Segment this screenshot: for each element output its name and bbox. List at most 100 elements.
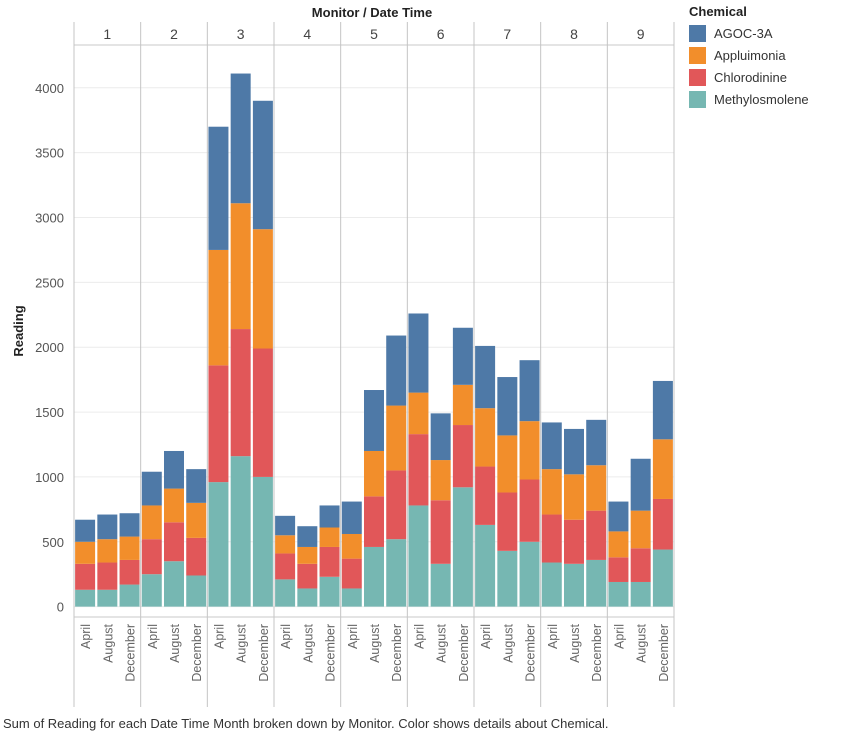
legend-label-methylosmolene: Methylosmolene [714, 91, 809, 107]
bar-segment-agoc-3a [541, 422, 562, 470]
bar-segment-methylosmolene [541, 562, 562, 607]
bar-segment-appluimonia [75, 541, 96, 564]
bar-segment-chlorodinine [141, 539, 162, 575]
bar-segment-agoc-3a [319, 505, 340, 528]
x-tick-label: December [524, 624, 538, 682]
x-tick-label: August [635, 623, 649, 662]
x-tick-label: August [568, 623, 582, 662]
legend-swatch-methylosmolene [689, 90, 706, 108]
panel-label: 4 [303, 26, 311, 42]
bar-segment-agoc-3a [297, 526, 318, 547]
bar-segment-appluimonia [186, 502, 207, 538]
bar-segment-appluimonia [230, 203, 251, 330]
bar-segment-agoc-3a [386, 335, 407, 406]
bar-segment-appluimonia [430, 460, 451, 501]
bar-segment-methylosmolene [164, 561, 184, 607]
bar-segment-appluimonia [652, 439, 673, 499]
bar-segment-methylosmolene [430, 563, 451, 607]
bar-segment-appluimonia [608, 531, 629, 558]
x-tick-label: August [235, 623, 249, 662]
bar-segment-methylosmolene [319, 576, 340, 607]
bar-segment-methylosmolene [208, 482, 229, 607]
bar-segment-chlorodinine [75, 563, 96, 590]
y-tick-label: 0 [57, 600, 64, 615]
x-tick-label: April [346, 624, 360, 649]
bar-segment-agoc-3a [452, 327, 473, 385]
bar-segment-appluimonia [208, 249, 229, 366]
bar-segment-methylosmolene [497, 550, 518, 607]
legend-item-agoc-3a[interactable]: AGOC-3A [689, 22, 839, 44]
bar-segment-agoc-3a [564, 428, 584, 475]
bar-segment-appluimonia [119, 536, 140, 560]
x-tick-label: August [368, 623, 382, 662]
bar-segment-methylosmolene [608, 581, 629, 607]
bar-segment-chlorodinine [208, 365, 229, 483]
bar-segment-methylosmolene [119, 584, 140, 607]
bar-segment-chlorodinine [97, 562, 118, 590]
legend-label-chlorodinine: Chlorodinine [714, 69, 787, 85]
bar-segment-agoc-3a [364, 390, 384, 451]
bar-segment-methylosmolene [186, 575, 207, 607]
bar-segment-appluimonia [586, 465, 607, 511]
bar-segment-chlorodinine [275, 553, 296, 580]
bar-segment-chlorodinine [164, 522, 184, 562]
bar-segment-appluimonia [341, 533, 362, 559]
bar-segment-agoc-3a [141, 471, 162, 506]
panel-label: 1 [103, 26, 111, 42]
bar-segment-agoc-3a [408, 313, 429, 393]
legend-item-methylosmolene[interactable]: Methylosmolene [689, 88, 839, 110]
bar-segment-agoc-3a [164, 450, 184, 489]
bar-segment-chlorodinine [252, 348, 273, 477]
legend-swatch-appluimonia [689, 46, 706, 64]
legend-item-chlorodinine[interactable]: Chlorodinine [689, 66, 839, 88]
x-tick-label: April [479, 624, 493, 649]
bar-segment-agoc-3a [630, 458, 651, 511]
bar-segment-methylosmolene [297, 588, 318, 607]
bar-segment-appluimonia [497, 435, 518, 493]
legend-swatch-chlorodinine [689, 68, 706, 86]
bar-segment-methylosmolene [364, 546, 384, 607]
bar-segment-agoc-3a [652, 380, 673, 440]
bar-segment-appluimonia [164, 488, 184, 523]
bar-segment-appluimonia [386, 405, 407, 471]
bar-segment-chlorodinine [519, 479, 540, 542]
bar-segment-chlorodinine [630, 548, 651, 582]
bar-segment-appluimonia [141, 505, 162, 540]
bar-segment-methylosmolene [586, 559, 607, 607]
panel-label: 9 [637, 26, 645, 42]
bar-segment-methylosmolene [341, 588, 362, 607]
bar-segment-agoc-3a [586, 419, 607, 466]
x-tick-label: April [212, 624, 226, 649]
bar-segment-appluimonia [564, 474, 584, 520]
y-tick-label: 1500 [35, 405, 64, 420]
bar-segment-appluimonia [252, 229, 273, 349]
bar-segment-agoc-3a [497, 377, 518, 436]
bar-segment-chlorodinine [341, 558, 362, 589]
bar-segment-chlorodinine [364, 496, 384, 547]
panel-label: 3 [237, 26, 245, 42]
bar-segment-agoc-3a [341, 501, 362, 534]
y-tick-label: 500 [42, 535, 64, 550]
legend-item-appluimonia[interactable]: Appluimonia [689, 44, 839, 66]
bar-segment-chlorodinine [319, 546, 340, 577]
bar-segment-appluimonia [630, 510, 651, 549]
x-tick-label: April [279, 624, 293, 649]
bar-segment-chlorodinine [119, 559, 140, 585]
legend-label-appluimonia: Appluimonia [714, 47, 786, 63]
chart-caption: Sum of Reading for each Date Time Month … [3, 716, 609, 731]
x-tick-label: August [101, 623, 115, 662]
bar-segment-chlorodinine [652, 498, 673, 550]
bar-segment-chlorodinine [586, 510, 607, 560]
x-tick-label: April [612, 624, 626, 649]
x-tick-label: April [79, 624, 93, 649]
bar-segment-agoc-3a [519, 360, 540, 422]
bar-segment-appluimonia [541, 469, 562, 515]
x-tick-label: August [435, 623, 449, 662]
header-title: Monitor / Date Time [312, 5, 432, 20]
x-tick-label: December [590, 624, 604, 682]
y-tick-label: 3500 [35, 146, 64, 161]
bar-segment-appluimonia [275, 535, 296, 554]
bar-segment-methylosmolene [475, 524, 496, 607]
panel-label: 6 [437, 26, 445, 42]
